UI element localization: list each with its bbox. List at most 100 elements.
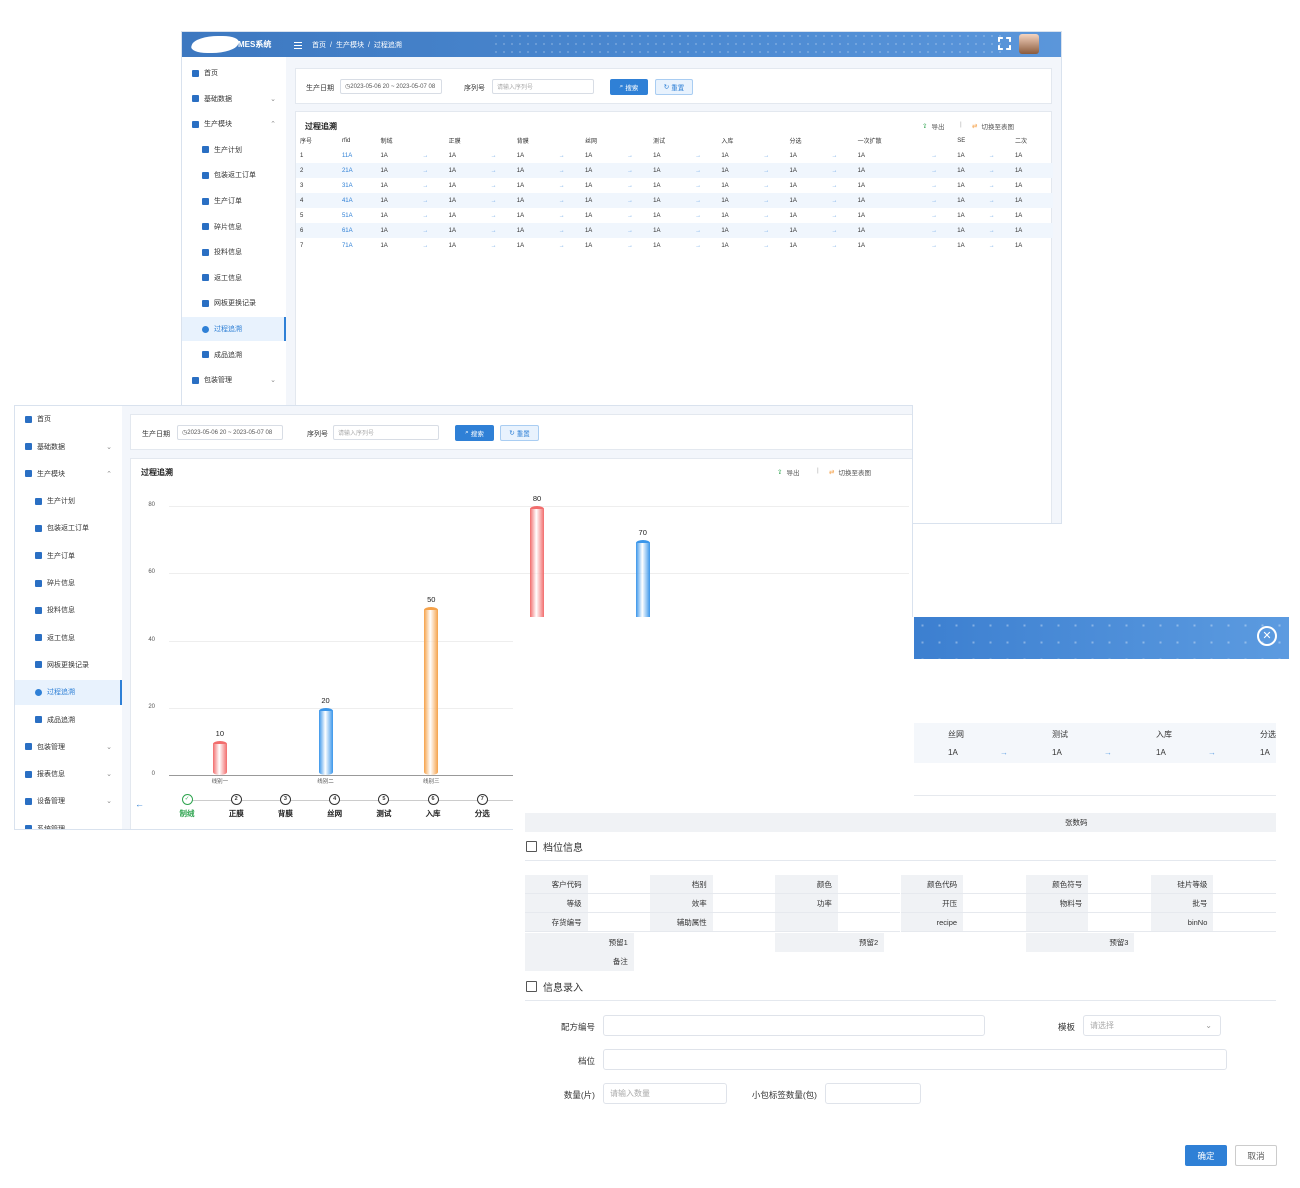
- column-header[interactable]: [759, 133, 785, 148]
- process-step[interactable]: 6 入库: [403, 794, 463, 819]
- ok-button[interactable]: 确定: [1185, 1145, 1227, 1166]
- date-range-input[interactable]: ◷ 2023-05-06 20 ~ 2023-05-07 08: [177, 425, 283, 440]
- export-button[interactable]: ⇪ 导出: [777, 467, 799, 477]
- sidebar-item[interactable]: 报表信息 ⌄: [15, 762, 122, 787]
- column-header[interactable]: 制绒: [380, 139, 393, 145]
- template-select[interactable]: 请选择 ⌄: [1083, 1015, 1221, 1036]
- column-header[interactable]: [623, 133, 649, 148]
- sidebar-item[interactable]: 碎片信息: [182, 215, 286, 239]
- table-cell[interactable]: 31A: [341, 182, 353, 189]
- column-header[interactable]: 测试: [653, 139, 666, 145]
- sidebar-item[interactable]: 生产计划: [15, 489, 122, 514]
- sidebar-item[interactable]: 网板更换记录: [182, 291, 286, 315]
- table-row[interactable]: 1 11A 1A → 1A → 1A → 1A → 1A → 1A → 1A → 1A → 1A → 1A: [296, 148, 1053, 163]
- process-step[interactable]: 7 分选: [452, 794, 512, 819]
- sidebar-item[interactable]: 包装返工订单: [15, 516, 122, 541]
- sidebar-item[interactable]: 设备管理 ⌄: [15, 789, 122, 814]
- sidebar-item[interactable]: 成品追溯: [15, 707, 122, 732]
- fullscreen-icon[interactable]: [998, 37, 1011, 50]
- sidebar-item[interactable]: 基础数据 ⌄: [15, 434, 122, 459]
- bin-input[interactable]: [603, 1049, 1227, 1070]
- sidebar-item[interactable]: 包装管理 ⌄: [15, 735, 122, 760]
- close-icon[interactable]: ✕: [1257, 626, 1277, 646]
- column-header[interactable]: [985, 133, 1011, 148]
- sidebar-item[interactable]: 投料信息: [182, 240, 286, 264]
- sidebar-item[interactable]: 生产订单: [15, 544, 122, 569]
- column-header[interactable]: SE: [957, 137, 966, 144]
- column-header[interactable]: [827, 133, 853, 148]
- column-header[interactable]: 分选: [789, 139, 802, 145]
- bar[interactable]: [318, 707, 333, 775]
- breadcrumb-module[interactable]: 生产模块: [335, 42, 364, 49]
- search-button[interactable]: ⌕ 搜索: [455, 425, 494, 441]
- date-range-input[interactable]: ◷ 2023-05-06 20 ~ 2023-05-07 08: [340, 79, 442, 94]
- serial-input[interactable]: 请输入序列号: [492, 79, 594, 94]
- export-button[interactable]: ⇪ 导出: [922, 121, 944, 131]
- column-header[interactable]: [927, 133, 953, 148]
- switch-chart-button[interactable]: ⇄ 切换至表图: [972, 121, 1014, 131]
- table-cell[interactable]: 61A: [337, 223, 377, 238]
- sidebar-item[interactable]: 生产模块 ⌃: [182, 112, 286, 136]
- table-row[interactable]: 5 51A 1A → 1A → 1A → 1A → 1A → 1A → 1A → 1A → 1A → 1A: [296, 208, 1053, 223]
- sidebar-item[interactable]: 基础数据 ⌄: [182, 87, 286, 111]
- column-header[interactable]: 背膜: [516, 139, 529, 145]
- process-step[interactable]: 3 背膜: [255, 794, 315, 819]
- steps-prev-arrow[interactable]: ←: [135, 799, 144, 809]
- cancel-button[interactable]: 取消: [1235, 1145, 1277, 1166]
- table-cell[interactable]: 21A: [337, 163, 377, 178]
- process-step[interactable]: 5 测试: [354, 794, 414, 819]
- sidebar-item[interactable]: 生产计划: [182, 138, 286, 162]
- table-row[interactable]: 4 41A 1A → 1A → 1A → 1A → 1A → 1A → 1A → 1A → 1A → 1A: [296, 193, 1053, 208]
- bar[interactable]: [212, 741, 227, 775]
- sidebar-item[interactable]: 首页: [15, 407, 122, 432]
- switch-table-button[interactable]: ⇄ 切换至表图: [829, 467, 871, 477]
- column-header[interactable]: rfid: [341, 137, 351, 144]
- column-header[interactable]: 序号: [300, 139, 313, 145]
- sidebar-item[interactable]: 生产订单: [182, 189, 286, 213]
- table-row[interactable]: 6 61A 1A → 1A → 1A → 1A → 1A → 1A → 1A → 1A → 1A → 1A: [296, 223, 1053, 238]
- sidebar-item[interactable]: 返工信息: [182, 266, 286, 290]
- column-header[interactable]: [691, 133, 717, 148]
- sidebar-item[interactable]: 过程追溯: [15, 680, 122, 705]
- table-cell[interactable]: 51A: [341, 212, 353, 219]
- column-header[interactable]: 正膜: [448, 139, 461, 145]
- avatar[interactable]: [1019, 34, 1039, 54]
- bar[interactable]: [424, 606, 439, 775]
- column-header[interactable]: [418, 133, 444, 148]
- sidebar-item[interactable]: 返工信息: [15, 625, 122, 650]
- reset-button[interactable]: ↻ 重置: [500, 425, 539, 441]
- column-header[interactable]: [555, 133, 581, 148]
- column-header[interactable]: 二次: [1014, 139, 1027, 145]
- column-header[interactable]: [487, 133, 513, 148]
- serial-input[interactable]: 请输入序列号: [333, 425, 439, 440]
- table-cell[interactable]: 11A: [341, 152, 353, 159]
- table-row[interactable]: 7 71A 1A → 1A → 1A → 1A → 1A → 1A → 1A → 1A → 1A → 1A: [296, 238, 1053, 253]
- qty-input[interactable]: 请输入数量: [603, 1083, 727, 1104]
- column-header[interactable]: 一次扩散: [857, 139, 882, 145]
- sidebar-item[interactable]: 系统管理 ⌄: [15, 817, 122, 829]
- process-step[interactable]: ✓ 制绒: [157, 794, 217, 819]
- recipe-input[interactable]: [603, 1015, 985, 1036]
- reset-button[interactable]: ↻ 重置: [655, 79, 693, 95]
- sidebar-item[interactable]: 网板更换记录: [15, 653, 122, 678]
- sidebar-item[interactable]: 过程追溯: [182, 317, 286, 341]
- process-step[interactable]: 2 正膜: [206, 794, 266, 819]
- sidebar-item[interactable]: 成品追溯: [182, 343, 286, 367]
- table-row[interactable]: 2 21A 1A → 1A → 1A → 1A → 1A → 1A → 1A → 1A → 1A → 1A: [296, 163, 1053, 178]
- column-header[interactable]: 入库: [721, 139, 734, 145]
- sidebar-item[interactable]: 投料信息: [15, 598, 122, 623]
- sidebar-item[interactable]: 生产模块 ⌃: [15, 462, 122, 487]
- small-pack-input[interactable]: [825, 1083, 921, 1104]
- sidebar-item[interactable]: 包装管理 ⌄: [182, 368, 286, 392]
- sidebar-item[interactable]: 碎片信息: [15, 571, 122, 596]
- sidebar-item[interactable]: 包装返工订单: [182, 163, 286, 187]
- table-cell[interactable]: 41A: [337, 193, 377, 208]
- process-step[interactable]: 4 丝网: [305, 794, 365, 819]
- search-button[interactable]: ⌕ 搜索: [610, 79, 648, 95]
- breadcrumb-home[interactable]: 首页: [312, 42, 326, 49]
- menu-toggle-icon[interactable]: [294, 41, 302, 49]
- table-cell[interactable]: 71A: [341, 242, 353, 249]
- table-row[interactable]: 3 31A 1A → 1A → 1A → 1A → 1A → 1A → 1A → 1A → 1A → 1A: [296, 178, 1053, 193]
- sidebar-item[interactable]: 首页: [182, 61, 286, 85]
- column-header[interactable]: 丝网: [584, 139, 597, 145]
